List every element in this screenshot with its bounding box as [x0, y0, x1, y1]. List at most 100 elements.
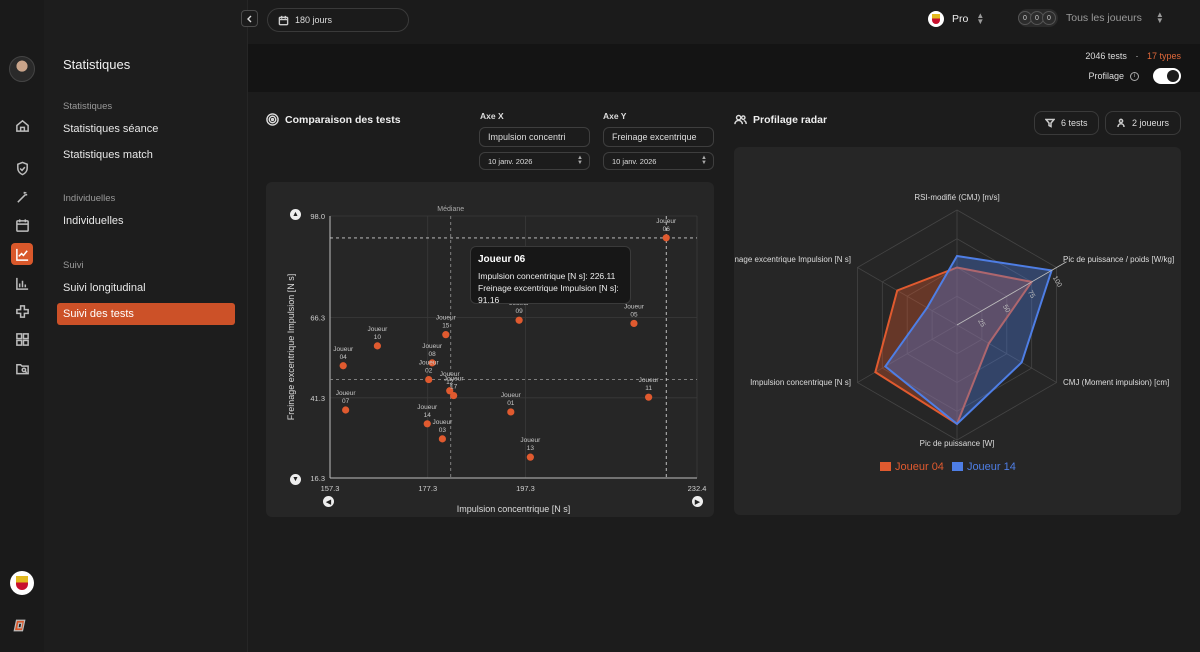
point-label: Joueur	[440, 371, 461, 378]
point-label: Joueur	[419, 360, 440, 367]
team-selector[interactable]: Pro ▲ ▼	[928, 11, 984, 27]
point-label: 04	[340, 354, 348, 361]
scatter-point	[442, 331, 450, 339]
team-label: Pro	[952, 13, 969, 25]
radar-scale-label: 100	[1051, 275, 1063, 289]
radar-scale-label: 75	[1026, 289, 1036, 299]
players-selector[interactable]: 0 0 0 Tous les joueurs ▲ ▼	[1018, 9, 1164, 27]
point-label: 09	[516, 308, 524, 315]
point-label: 11	[645, 385, 652, 392]
folder-search-icon	[15, 363, 29, 374]
tests-filter-label: 6 tests	[1061, 118, 1088, 128]
radar-card	[734, 147, 1181, 515]
scatter-point	[515, 316, 523, 324]
player-avatars: 0 0 0	[1018, 9, 1058, 27]
comparison-title-text: Comparaison des tests	[285, 113, 401, 126]
scatter-point	[446, 387, 454, 395]
radar-axis-label: RSI-modifié (CMJ) [m/s]	[914, 193, 999, 202]
sidebar-item-individuelles[interactable]: Individuelles	[63, 215, 124, 227]
separator: ·	[1135, 51, 1139, 61]
point-label: Joueur	[333, 346, 354, 353]
tests-filter-button[interactable]: 6 tests	[1034, 111, 1099, 135]
point-label: Joueur	[520, 437, 541, 444]
players-label: Tous les joueurs	[1066, 12, 1142, 24]
y-tick-label: 66.3	[310, 314, 325, 323]
player-badge: 0	[1042, 11, 1056, 25]
nav-line-chart-button[interactable]	[11, 243, 33, 265]
sidebar-section-label: Statistiques	[63, 101, 113, 112]
median-label: Médiane	[437, 206, 464, 213]
sidebar-title: Statistiques	[63, 57, 131, 72]
sidebar-item-suivi-longitudinal[interactable]: Suivi longitudinal	[63, 282, 146, 294]
date-y-select[interactable]: 10 janv. 2026 ▲ ▼	[603, 152, 714, 170]
radar-title: Profilage radar	[734, 113, 827, 126]
updown-icon: ▲ ▼	[1155, 10, 1164, 25]
club-logo-icon[interactable]	[10, 571, 34, 595]
scroll-up-button[interactable]: ▲	[290, 209, 301, 220]
nav-grid-button[interactable]	[11, 328, 33, 350]
point-label: 14	[424, 412, 432, 419]
point-label: 12	[446, 379, 454, 386]
sidebar-section-label: Suivi	[63, 260, 84, 271]
tooltip-title: Joueur 06	[478, 254, 526, 265]
legend-item[interactable]: Joueur 14	[951, 461, 1016, 473]
legend-item[interactable]: Joueur 04	[880, 461, 944, 473]
nav-bar-chart-button[interactable]	[11, 272, 33, 294]
tests-summary: 2046 tests · 17 types	[1085, 51, 1181, 61]
date-x-select[interactable]: 10 janv. 2026 ▲ ▼	[479, 152, 590, 170]
scatter-point	[662, 234, 670, 242]
nav-calendar-button[interactable]	[11, 214, 33, 236]
target-icon	[266, 113, 279, 126]
radar-axis-label: CMJ (Moment impulsion) [cm]	[1063, 378, 1169, 387]
legend-label: Joueur 04	[895, 461, 944, 473]
filter-icon	[1045, 118, 1055, 128]
axis-x-label: Axe X	[480, 111, 504, 121]
profiling-toggle-row: Profilage i	[1088, 68, 1181, 84]
info-icon[interactable]: i	[1130, 71, 1139, 81]
sidebar-item-statistiques-match[interactable]: Statistiques match	[63, 149, 153, 161]
updown-icon: ▲ ▼	[976, 11, 985, 26]
grid-icon	[15, 332, 29, 346]
scatter-point	[438, 435, 446, 443]
nav-medical-cross-button[interactable]	[11, 300, 33, 322]
period-selector[interactable]: 180 jours	[267, 8, 409, 32]
profiling-toggle[interactable]	[1153, 68, 1181, 84]
profiling-label: Profilage	[1088, 71, 1124, 81]
nav-home-button[interactable]	[11, 114, 33, 136]
magic-wand-icon	[16, 191, 27, 203]
nav-folder-search-button[interactable]	[11, 357, 33, 379]
axis-x-select[interactable]: Impulsion concentri	[479, 127, 590, 147]
players-filter-button[interactable]: 2 joueurs	[1105, 111, 1181, 135]
radar-axis-label: Pic de puissance / poids [W/kg]	[1063, 255, 1174, 264]
radar-spoke	[857, 324, 958, 383]
scatter-point	[526, 453, 534, 461]
scatter-point	[425, 375, 433, 384]
axis-y-select[interactable]: Freinage excentrique	[603, 127, 714, 147]
x-tick-label: 232.4	[688, 484, 707, 493]
medical-cross-icon	[15, 304, 29, 318]
tooltip-line: Impulsion concentrique [N s]: 226.11	[478, 271, 616, 281]
user-avatar[interactable]	[9, 56, 35, 82]
x-tick-label: 177.3	[418, 484, 437, 493]
axis-x-select-value: Impulsion concentri	[488, 132, 566, 142]
point-label: Joueur	[624, 303, 645, 310]
sidebar-item-statistiques-seance[interactable]: Statistiques séance	[63, 123, 159, 135]
scatter-point	[423, 420, 431, 428]
collapse-sidebar-button[interactable]	[241, 10, 258, 27]
nav-shield-button[interactable]	[11, 157, 33, 179]
scroll-right-button[interactable]: ▶	[692, 496, 703, 507]
radar-scale-label: 50	[1001, 304, 1011, 314]
sidebar-item-suivi-des-tests[interactable]: Suivi des tests	[57, 303, 235, 325]
radar-axis-label: Freinage excentrique Impulsion [N s]	[734, 255, 851, 264]
axis-y-select-value: Freinage excentrique	[612, 132, 697, 142]
point-label: 06	[663, 226, 671, 233]
scroll-left-button[interactable]: ◀	[323, 496, 334, 507]
point-label: Joueur	[367, 326, 388, 333]
nav-magic-wand-button[interactable]	[11, 186, 33, 208]
point-label: Joueur	[432, 419, 453, 426]
point-label: Joueur	[336, 390, 357, 397]
point-label: 01	[507, 400, 515, 407]
date-x-value: 10 janv. 2026	[488, 156, 533, 166]
scroll-down-button[interactable]: ▼	[290, 474, 301, 485]
calendar-icon	[15, 218, 29, 232]
